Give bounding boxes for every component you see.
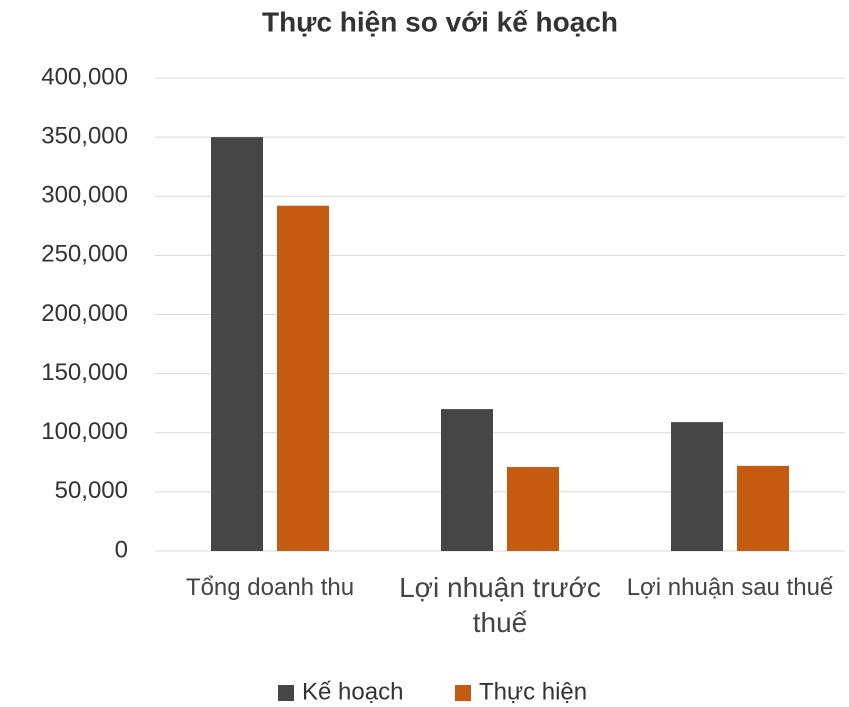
y-tick-label: 100,000 (41, 418, 128, 445)
y-tick-label: 0 (115, 536, 128, 563)
bar (211, 137, 263, 551)
bar (277, 205, 329, 551)
x-tick-label: Tổng doanh thu (185, 574, 355, 601)
x-tick-label: Lợi nhuận trước thuế (399, 572, 601, 638)
legend-swatch (278, 685, 294, 701)
y-tick-label: 350,000 (41, 122, 128, 149)
y-tick-label: 400,000 (41, 63, 128, 90)
bar (507, 467, 559, 551)
bar (737, 465, 789, 551)
y-tick-label: 50,000 (55, 477, 128, 504)
y-tick-label: 250,000 (41, 241, 128, 268)
legend-label: Thực hiện (479, 678, 587, 705)
legend-swatch (455, 685, 471, 701)
y-tick-label: 300,000 (41, 182, 128, 209)
legend-label: Kế hoạch (302, 678, 403, 705)
bar (441, 409, 493, 551)
y-tick-label: 150,000 (41, 359, 128, 386)
bar (671, 422, 723, 551)
chart-title: Thực hiện so với kế hoạch (262, 6, 618, 37)
x-tick-label: Lợi nhuận sau thuế (626, 574, 834, 601)
y-tick-label: 200,000 (41, 300, 128, 327)
